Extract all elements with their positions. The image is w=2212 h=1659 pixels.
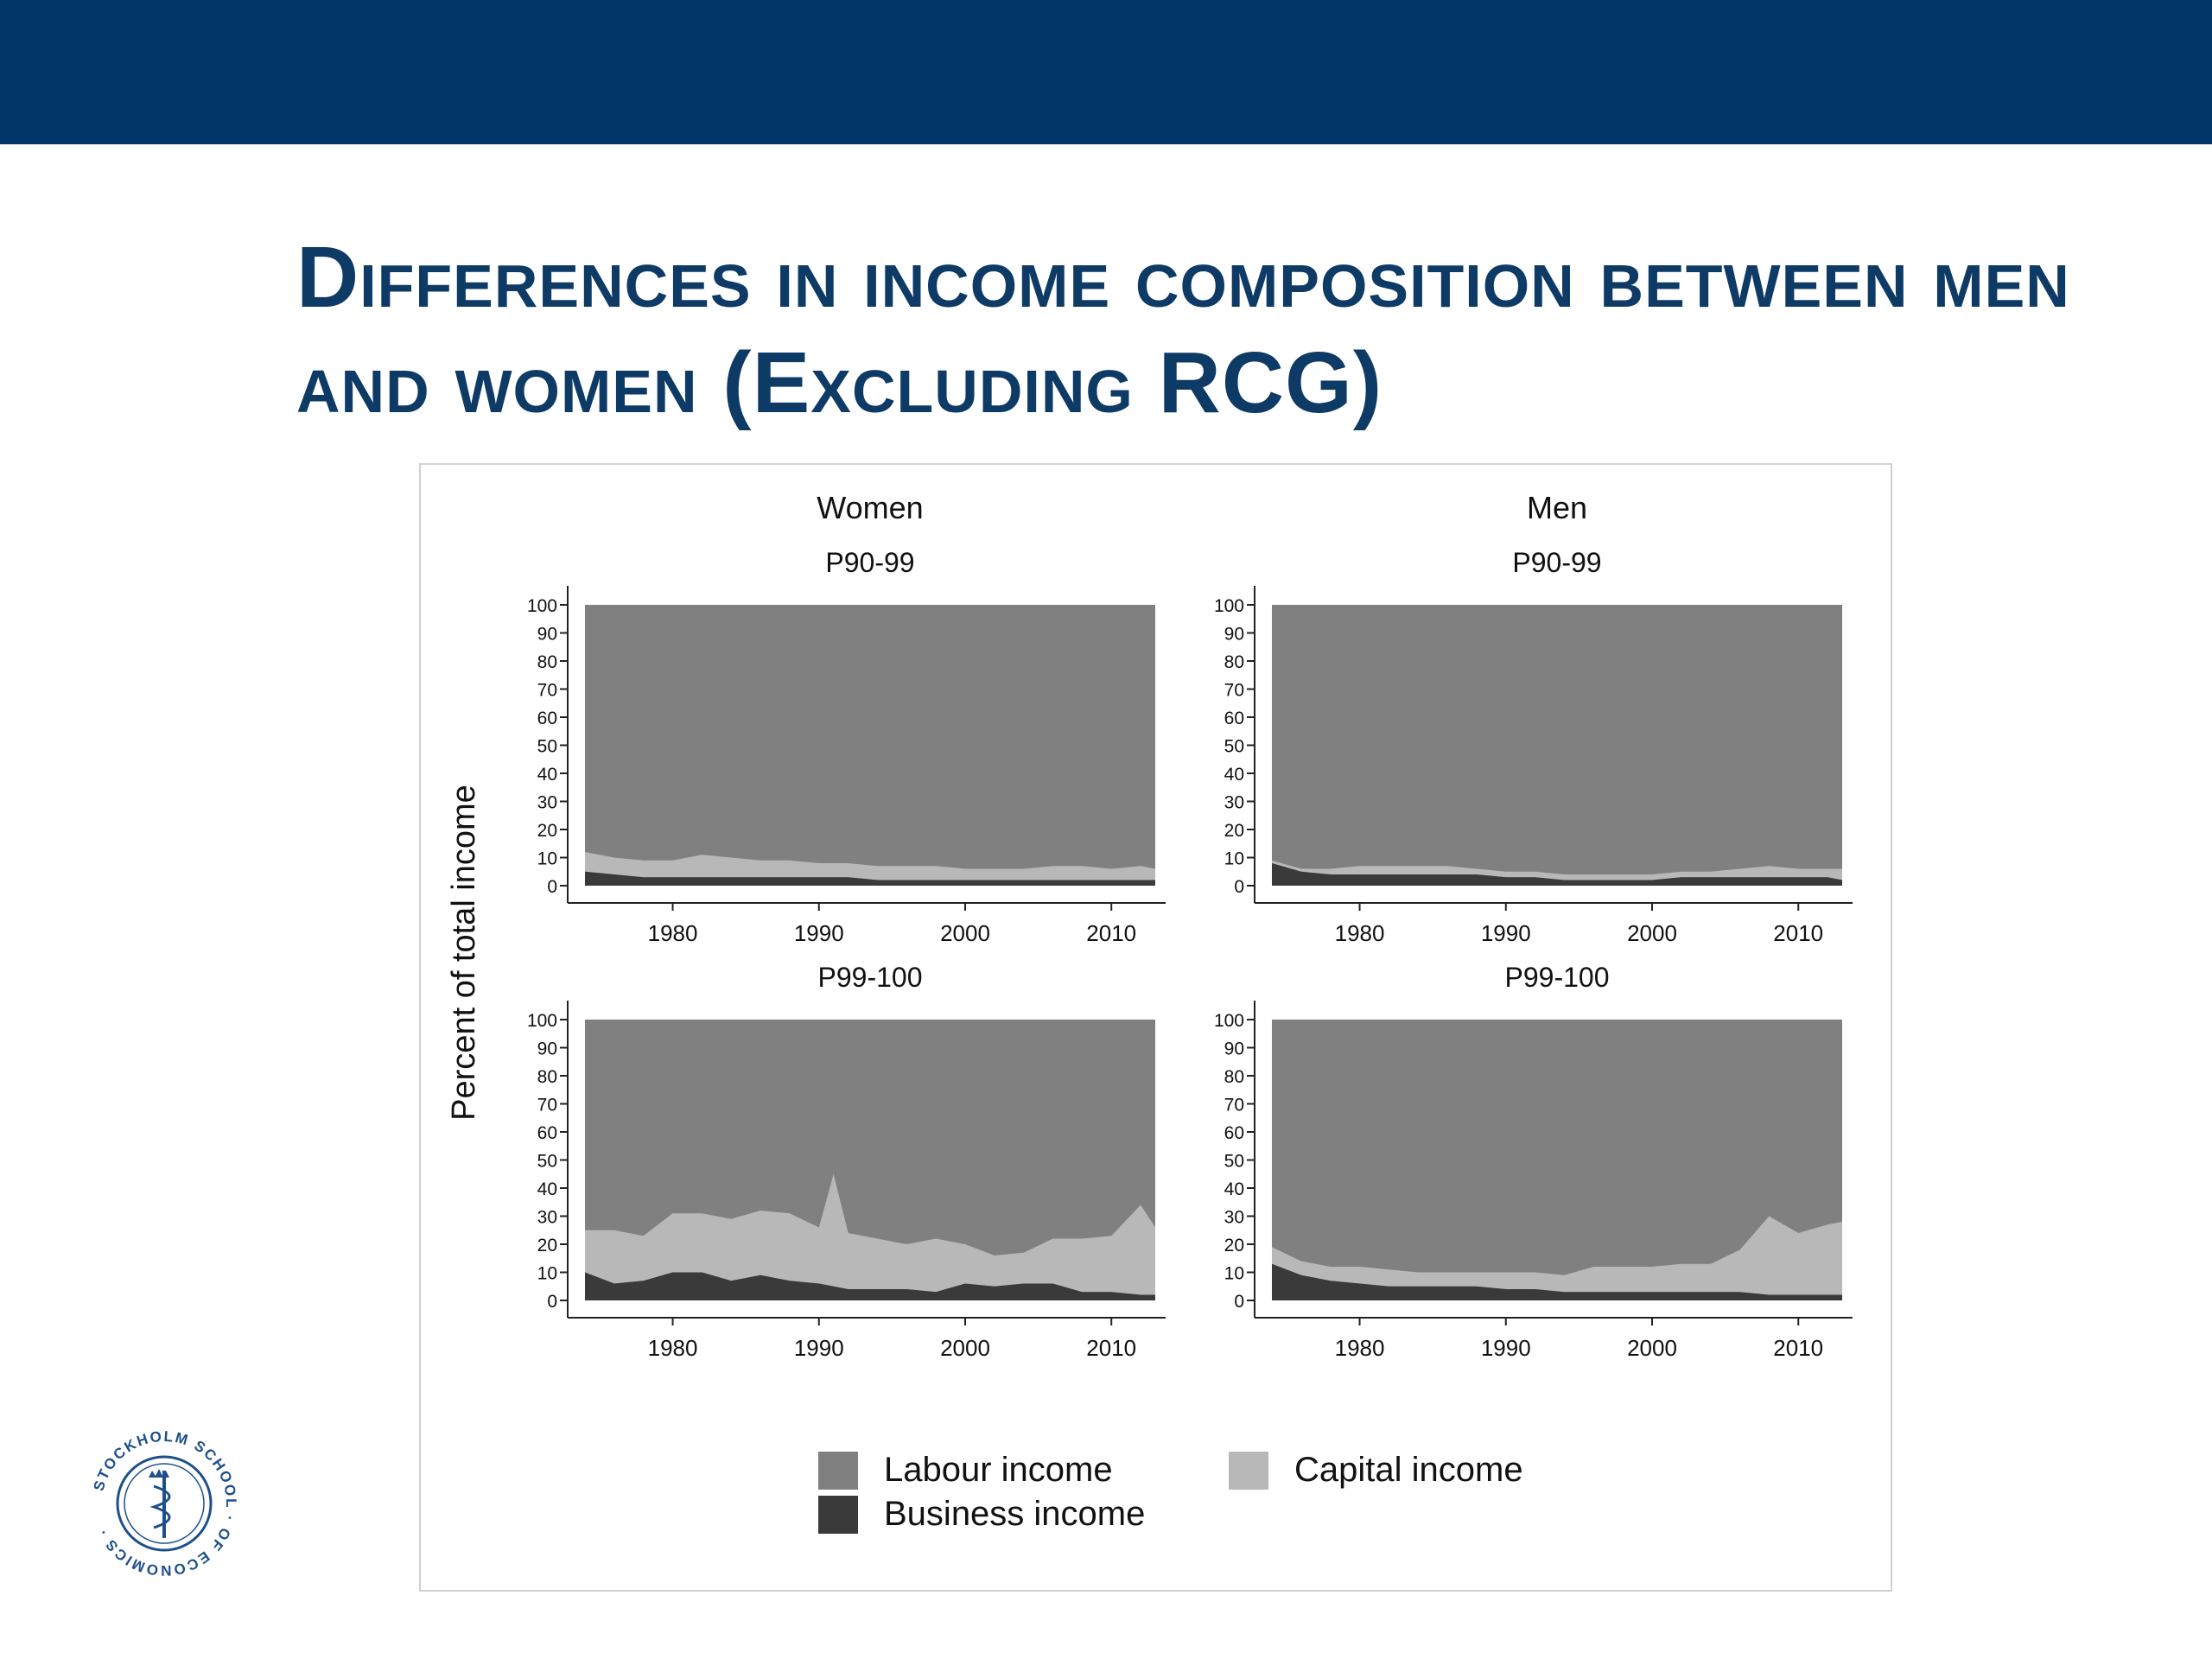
legend-swatch-business	[818, 1496, 858, 1534]
y-tick-label-women-p90-99: 50	[537, 737, 557, 757]
y-tick-label-men-p90-99: 80	[1224, 652, 1244, 672]
y-tick-label-women-p99-100: 20	[537, 1236, 557, 1255]
y-tick-label-women-p99-100: 40	[537, 1179, 557, 1199]
x-tick-label-men-p99-100: 1990	[1481, 1335, 1531, 1361]
sse-logo: STOCKHOLM SCHOOL · OF ECONOMICS ·	[78, 1417, 251, 1594]
panel-title-women-p90-99: P90-99	[825, 547, 914, 578]
x-tick-label-women-p90-99: 2010	[1086, 920, 1136, 946]
y-tick-label-women-p90-99: 90	[537, 625, 557, 645]
legend-swatch-capital	[1229, 1452, 1268, 1490]
slide-title: Differences in income composition betwee…	[296, 229, 2070, 431]
y-tick-label-men-p99-100: 60	[1224, 1123, 1244, 1143]
capital-area-women-p99-100	[585, 1173, 1155, 1295]
x-tick-label-women-p90-99: 1990	[794, 920, 844, 946]
y-tick-label-men-p99-100: 70	[1224, 1096, 1244, 1116]
y-tick-label-men-p99-100: 90	[1224, 1039, 1244, 1059]
column-header-men: Men	[1527, 490, 1587, 525]
legend-label-business: Business income	[884, 1495, 1145, 1533]
panel-title-women-p99-100: P99-100	[818, 962, 923, 993]
x-tick-label-women-p90-99: 1980	[648, 920, 698, 946]
y-tick-label-women-p90-99: 100	[527, 596, 557, 616]
y-tick-label-men-p90-99: 60	[1224, 709, 1244, 728]
y-tick-label-men-p90-99: 70	[1224, 681, 1244, 701]
legend-swatch-labour	[818, 1452, 858, 1490]
x-tick-label-men-p90-99: 1990	[1481, 920, 1531, 946]
x-tick-label-men-p99-100: 2010	[1773, 1335, 1823, 1361]
y-tick-label-men-p99-100: 40	[1224, 1179, 1244, 1199]
y-tick-label-women-p90-99: 70	[537, 681, 557, 701]
y-tick-label-women-p90-99: 80	[537, 652, 557, 672]
income-composition-chart: Percent of total income Women Men P90-99 0 10…	[446, 490, 1853, 1534]
header-band	[0, 0, 2212, 144]
y-tick-label-women-p99-100: 100	[527, 1011, 557, 1031]
y-tick-label-men-p90-99: 40	[1224, 765, 1244, 785]
x-tick-label-men-p90-99: 2000	[1627, 920, 1677, 946]
y-tick-label-men-p99-100: 30	[1224, 1208, 1244, 1228]
y-axis-label: Percent of total income	[446, 785, 482, 1121]
y-tick-label-women-p99-100: 0	[547, 1292, 557, 1312]
sse-seal-icon: STOCKHOLM SCHOOL · OF ECONOMICS ·	[91, 1428, 238, 1579]
legend-label-capital: Capital income	[1294, 1451, 1523, 1489]
capital-area-men-p99-100	[1272, 1216, 1842, 1295]
x-tick-label-women-p99-100: 1980	[648, 1335, 698, 1361]
x-tick-label-women-p99-100: 2010	[1086, 1335, 1136, 1361]
y-tick-label-men-p99-100: 50	[1224, 1152, 1244, 1172]
business-area-women-p90-99	[585, 871, 1155, 886]
y-tick-label-men-p99-100: 10	[1224, 1264, 1244, 1284]
y-tick-label-men-p99-100: 100	[1214, 1011, 1244, 1031]
x-tick-label-women-p99-100: 1990	[794, 1335, 844, 1361]
business-area-men-p90-99	[1272, 863, 1842, 886]
panel-title-men-p99-100: P99-100	[1505, 962, 1610, 993]
y-tick-label-women-p99-100: 90	[537, 1039, 557, 1059]
capital-area-men-p90-99	[1272, 860, 1842, 880]
y-tick-label-women-p90-99: 30	[537, 793, 557, 813]
panel-title-men-p90-99: P90-99	[1512, 547, 1601, 578]
x-tick-label-men-p90-99: 1980	[1335, 920, 1385, 946]
labour-area-women-p90-99	[585, 605, 1155, 886]
y-tick-label-men-p90-99: 100	[1214, 596, 1244, 616]
y-tick-label-men-p90-99: 30	[1224, 793, 1244, 813]
y-tick-label-men-p90-99: 10	[1224, 849, 1244, 869]
x-tick-label-men-p99-100: 2000	[1627, 1335, 1677, 1361]
y-tick-label-women-p90-99: 40	[537, 765, 557, 785]
y-tick-label-women-p90-99: 20	[537, 821, 557, 841]
y-tick-label-women-p99-100: 30	[537, 1208, 557, 1228]
y-tick-label-women-p99-100: 80	[537, 1067, 557, 1087]
y-tick-label-women-p90-99: 10	[537, 849, 557, 869]
y-tick-label-women-p99-100: 70	[537, 1096, 557, 1116]
business-area-women-p99-100	[585, 1272, 1155, 1300]
x-tick-label-men-p90-99: 2010	[1773, 920, 1823, 946]
y-tick-label-women-p99-100: 50	[537, 1152, 557, 1172]
y-tick-label-women-p90-99: 60	[537, 709, 557, 728]
capital-area-women-p90-99	[585, 852, 1155, 880]
column-header-women: Women	[817, 490, 923, 525]
y-tick-label-men-p99-100: 0	[1234, 1292, 1244, 1312]
legend-label-labour: Labour income	[884, 1451, 1113, 1489]
y-tick-label-women-p99-100: 10	[537, 1264, 557, 1284]
business-area-men-p99-100	[1272, 1263, 1842, 1300]
y-tick-label-men-p99-100: 20	[1224, 1236, 1244, 1255]
y-tick-label-men-p90-99: 90	[1224, 625, 1244, 645]
y-tick-label-men-p90-99: 50	[1224, 737, 1244, 757]
x-tick-label-women-p90-99: 2000	[940, 920, 990, 946]
y-tick-label-men-p90-99: 0	[1234, 877, 1244, 897]
y-tick-label-women-p90-99: 0	[547, 877, 557, 897]
y-tick-label-men-p90-99: 20	[1224, 821, 1244, 841]
x-tick-label-men-p99-100: 1980	[1335, 1335, 1385, 1361]
labour-area-men-p90-99	[1272, 605, 1842, 886]
chart-frame: Percent of total income Women Men P90-99 0 10…	[419, 463, 1892, 1592]
x-tick-label-women-p99-100: 2000	[940, 1335, 990, 1361]
y-tick-label-men-p99-100: 80	[1224, 1067, 1244, 1087]
y-tick-label-women-p99-100: 60	[537, 1123, 557, 1143]
